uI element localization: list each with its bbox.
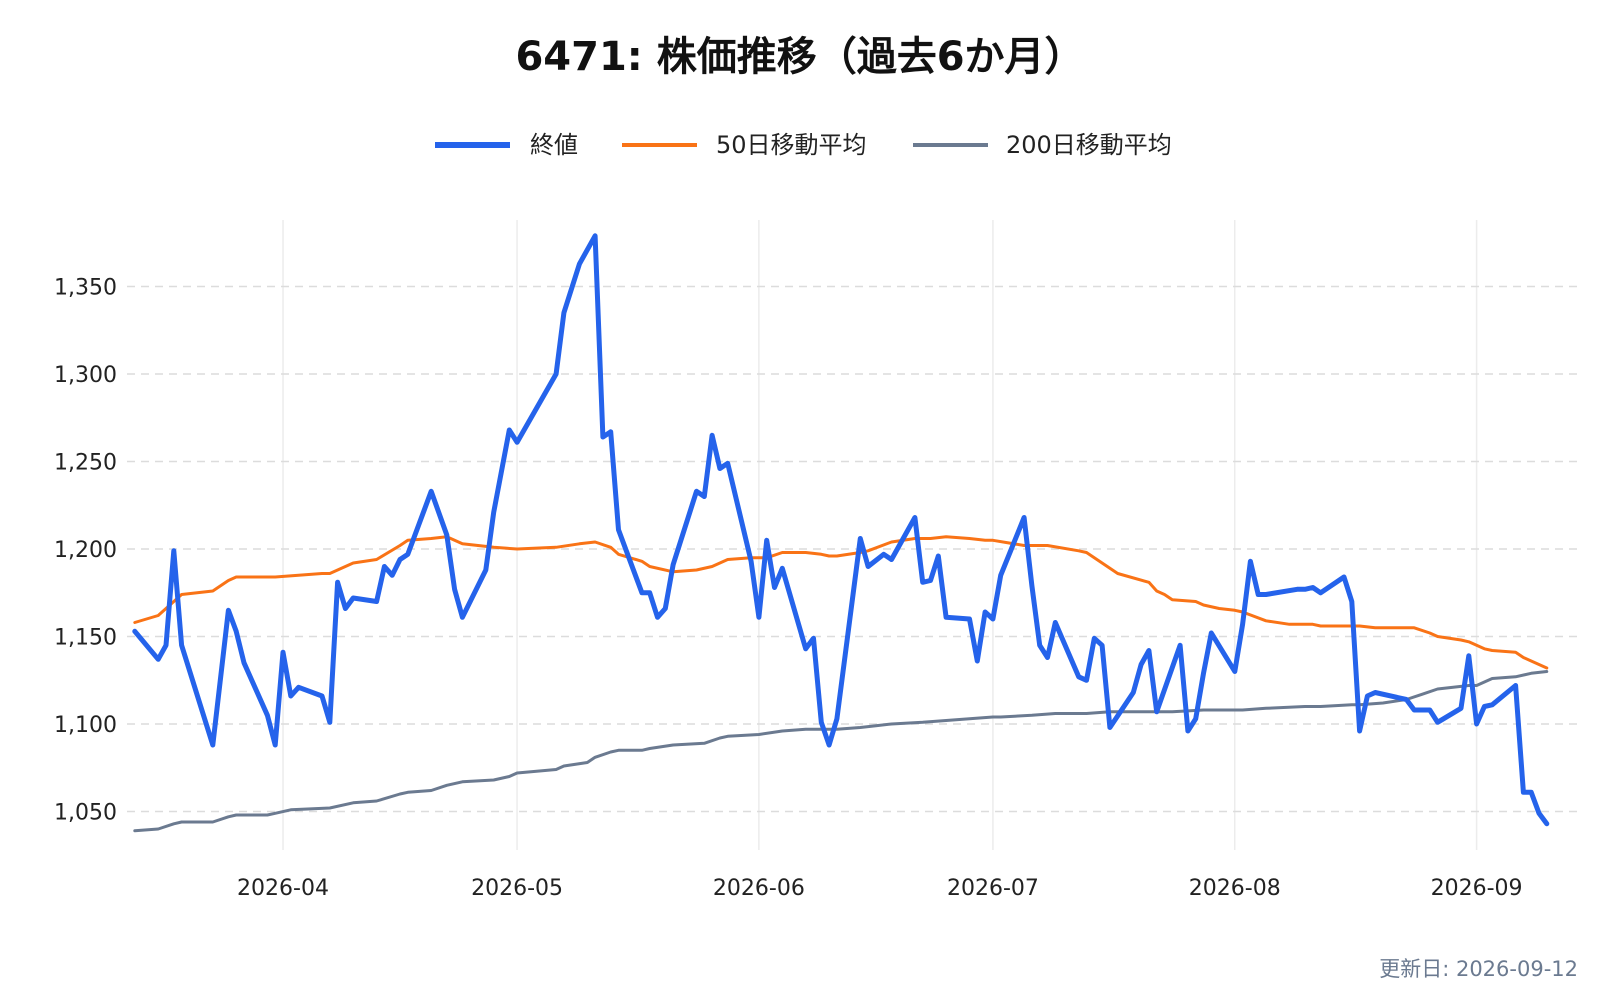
x-tick-label: 2026-08 [1189,876,1281,901]
legend-label-ma50: 50日移動平均 [716,131,867,159]
plot-area [132,233,1550,833]
y-tick-label: 1,200 [54,538,117,563]
legend-label-close: 終値 [530,131,578,159]
legend-label-ma200: 200日移動平均 [1006,131,1172,159]
x-tick-label: 2026-06 [713,876,805,901]
y-tick-label: 1,050 [54,801,117,826]
y-tick-label: 1,150 [54,626,117,651]
chart-legend: 終値 50日移動平均 200日移動平均 [435,131,1172,159]
grid-lines [127,220,1578,850]
y-tick-label: 1,300 [54,363,117,388]
series-line-close [132,233,1550,827]
y-axis: 1,050 1,100 1,150 1,200 1,250 1,300 1,350 [54,276,117,826]
y-tick-label: 1,250 [54,451,117,476]
x-tick-label: 2026-09 [1431,876,1523,901]
x-axis: 2026-04 2026-05 2026-06 2026-07 2026-08 2026-… [237,876,1522,901]
legend-item-ma50: 50日移動平均 [622,131,867,159]
y-tick-label: 1,350 [54,276,117,301]
series-line-ma50 [133,535,1549,670]
y-tick-label: 1,100 [54,713,117,738]
x-tick-label: 2026-07 [947,876,1039,901]
updated-date: 更新日: 2026-09-12 [1379,957,1578,981]
chart-title: 6471: 株価推移（過去6か月） [515,34,1084,80]
x-tick-label: 2026-05 [471,876,563,901]
legend-item-ma200: 200日移動平均 [913,131,1172,159]
legend-item-close: 終値 [435,131,578,159]
x-tick-label: 2026-04 [237,876,329,901]
